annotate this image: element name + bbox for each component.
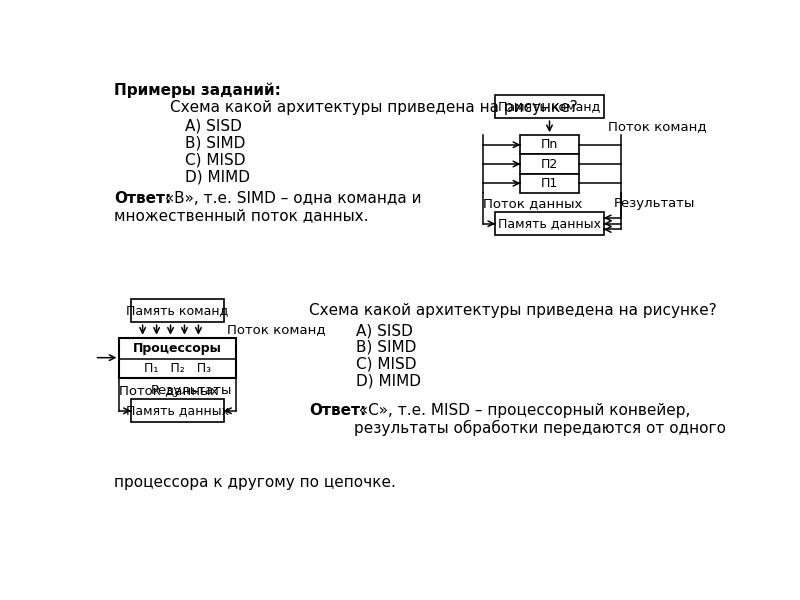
Text: A) SISD: A) SISD: [356, 323, 413, 338]
Text: Поток команд: Поток команд: [227, 323, 326, 337]
Text: Память данных: Память данных: [498, 217, 601, 230]
Bar: [521, 135, 578, 154]
Text: процессора к другому по цепочке.: процессора к другому по цепочке.: [114, 475, 396, 490]
Bar: [495, 212, 604, 235]
Bar: [521, 173, 578, 193]
Text: D) MIMD: D) MIMD: [186, 169, 250, 184]
Text: Память данных: Память данных: [126, 404, 229, 418]
Text: П2: П2: [541, 158, 558, 170]
Text: A) SISD: A) SISD: [186, 118, 242, 133]
Text: Схема какой архитектуры приведена на рисунке?: Схема какой архитектуры приведена на рис…: [310, 303, 717, 318]
Bar: [495, 95, 604, 118]
Text: результаты обработки передаются от одного: результаты обработки передаются от одног…: [354, 420, 726, 436]
Text: множественный поток данных.: множественный поток данных.: [114, 208, 369, 223]
Text: Память команд: Память команд: [498, 100, 601, 113]
Text: Ответ:: Ответ:: [114, 191, 171, 206]
Bar: [521, 154, 578, 173]
Text: Результаты: Результаты: [150, 384, 232, 397]
Text: Память команд: Память команд: [126, 304, 229, 317]
Text: Поток данных: Поток данных: [119, 384, 218, 397]
Text: C) MISD: C) MISD: [186, 152, 246, 167]
Text: D) MIMD: D) MIMD: [356, 374, 421, 389]
Text: B) SIMD: B) SIMD: [186, 135, 246, 150]
Text: Поток данных: Поток данных: [483, 197, 582, 210]
Bar: [119, 338, 236, 377]
Text: «В», т.е. SIMD – одна команда и: «В», т.е. SIMD – одна команда и: [161, 191, 422, 206]
Text: П1: П1: [541, 177, 558, 190]
Text: Пn: Пn: [541, 138, 558, 151]
Text: Схема какой архитектуры приведена на рисунке?: Схема какой архитектуры приведена на рис…: [170, 100, 578, 115]
Text: C) MISD: C) MISD: [356, 357, 416, 372]
Bar: [131, 299, 224, 322]
Text: Примеры заданий:: Примеры заданий:: [114, 83, 281, 98]
Text: П₁   П₂   П₃: П₁ П₂ П₃: [144, 362, 211, 375]
Text: Процессоры: Процессоры: [133, 342, 222, 355]
Bar: [131, 399, 224, 422]
Text: Ответ:: Ответ:: [310, 403, 366, 418]
Text: «С», т.е. MISD – процессорный конвейер,: «С», т.е. MISD – процессорный конвейер,: [354, 403, 690, 418]
Text: Результаты: Результаты: [614, 197, 695, 210]
Text: Поток команд: Поток команд: [608, 120, 706, 133]
Text: B) SIMD: B) SIMD: [356, 340, 416, 355]
